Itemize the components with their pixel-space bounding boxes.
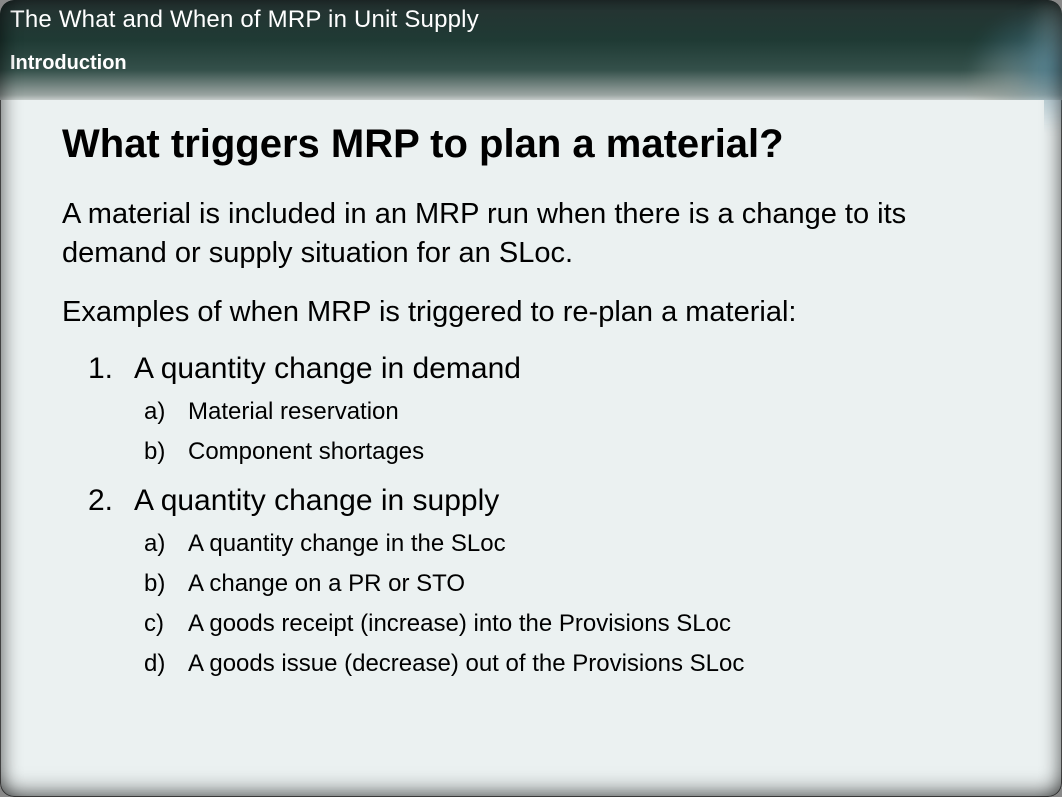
list-marker: 2.: [88, 484, 134, 518]
list-marker: c): [144, 610, 188, 638]
numbered-row: 1. A quantity change in demand: [88, 352, 1018, 386]
alpha-row: b) A change on a PR or STO: [144, 570, 1018, 598]
list-item: a) Material reservation: [144, 398, 1018, 426]
list-text: Component shortages: [188, 438, 424, 466]
numbered-row: 2. A quantity change in supply: [88, 484, 1018, 518]
alpha-row: a) A quantity change in the SLoc: [144, 530, 1018, 558]
intro-paragraph: A material is included in an MRP run whe…: [62, 195, 1018, 273]
list-marker: a): [144, 530, 188, 558]
list-item: a) A quantity change in the SLoc: [144, 530, 1018, 558]
numbered-list: 1. A quantity change in demand a) Materi…: [62, 352, 1018, 678]
list-text: A goods receipt (increase) into the Prov…: [188, 610, 731, 638]
alpha-list: a) Material reservation b) Component sho…: [88, 398, 1018, 466]
page-heading: What triggers MRP to plan a material?: [62, 122, 1018, 167]
alpha-row: d) A goods issue (decrease) out of the P…: [144, 650, 1018, 678]
examples-lead: Examples of when MRP is triggered to re-…: [62, 293, 1018, 332]
list-text: A change on a PR or STO: [188, 570, 465, 598]
list-text: A quantity change in the SLoc: [188, 530, 506, 558]
slide-card: The What and When of MRP in Unit Supply …: [0, 0, 1062, 797]
list-text: A goods issue (decrease) out of the Prov…: [188, 650, 744, 678]
list-text: A quantity change in supply: [134, 484, 499, 518]
list-item: c) A goods receipt (increase) into the P…: [144, 610, 1018, 638]
list-marker: b): [144, 438, 188, 466]
course-title: The What and When of MRP in Unit Supply: [10, 6, 1052, 34]
alpha-row: b) Component shortages: [144, 438, 1018, 466]
list-item: b) A change on a PR or STO: [144, 570, 1018, 598]
list-marker: a): [144, 398, 188, 426]
list-item: 2. A quantity change in supply a) A quan…: [88, 484, 1018, 678]
list-marker: d): [144, 650, 188, 678]
alpha-row: a) Material reservation: [144, 398, 1018, 426]
slide-header: The What and When of MRP in Unit Supply …: [0, 0, 1062, 100]
slide-body: What triggers MRP to plan a material? A …: [18, 100, 1044, 779]
list-marker: b): [144, 570, 188, 598]
list-item: d) A goods issue (decrease) out of the P…: [144, 650, 1018, 678]
alpha-row: c) A goods receipt (increase) into the P…: [144, 610, 1018, 638]
list-text: Material reservation: [188, 398, 399, 426]
section-title: Introduction: [10, 52, 1052, 75]
list-text: A quantity change in demand: [134, 352, 521, 386]
list-item: 1. A quantity change in demand a) Materi…: [88, 352, 1018, 466]
list-marker: 1.: [88, 352, 134, 386]
alpha-list: a) A quantity change in the SLoc b) A ch…: [88, 530, 1018, 678]
list-item: b) Component shortages: [144, 438, 1018, 466]
